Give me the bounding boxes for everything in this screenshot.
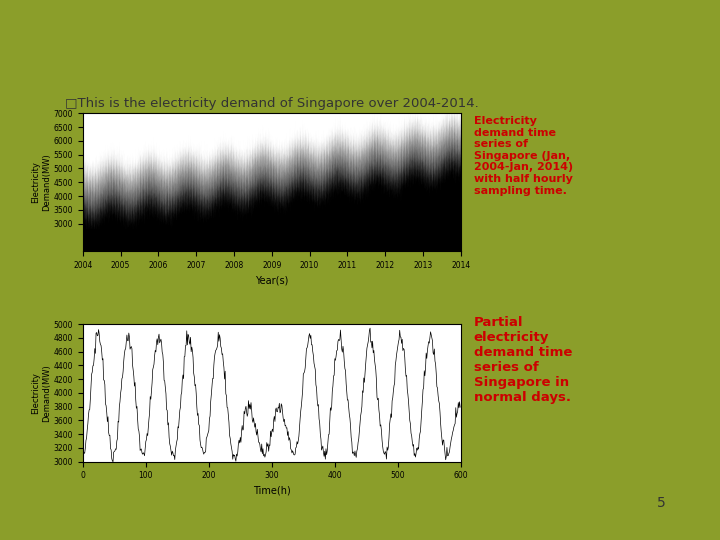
Text: Motivation: Motivation [65,49,232,79]
Text: 5: 5 [657,496,666,510]
Y-axis label: Electricity
Demand(MW): Electricity Demand(MW) [32,153,51,211]
Text: □This is the electricity demand of Singapore over 2004-2014.: □This is the electricity demand of Singa… [65,97,479,110]
X-axis label: Year(s): Year(s) [255,275,289,285]
X-axis label: Time(h): Time(h) [253,486,291,496]
Y-axis label: Electricity
Demand(MW): Electricity Demand(MW) [32,364,51,422]
Text: Partial
electricity
demand time
series of
Singapore in
normal days.: Partial electricity demand time series o… [474,316,572,404]
Text: Electricity
demand time
series of
Singapore (Jan,
2004-Jan, 2014)
with half hour: Electricity demand time series of Singap… [474,116,573,195]
